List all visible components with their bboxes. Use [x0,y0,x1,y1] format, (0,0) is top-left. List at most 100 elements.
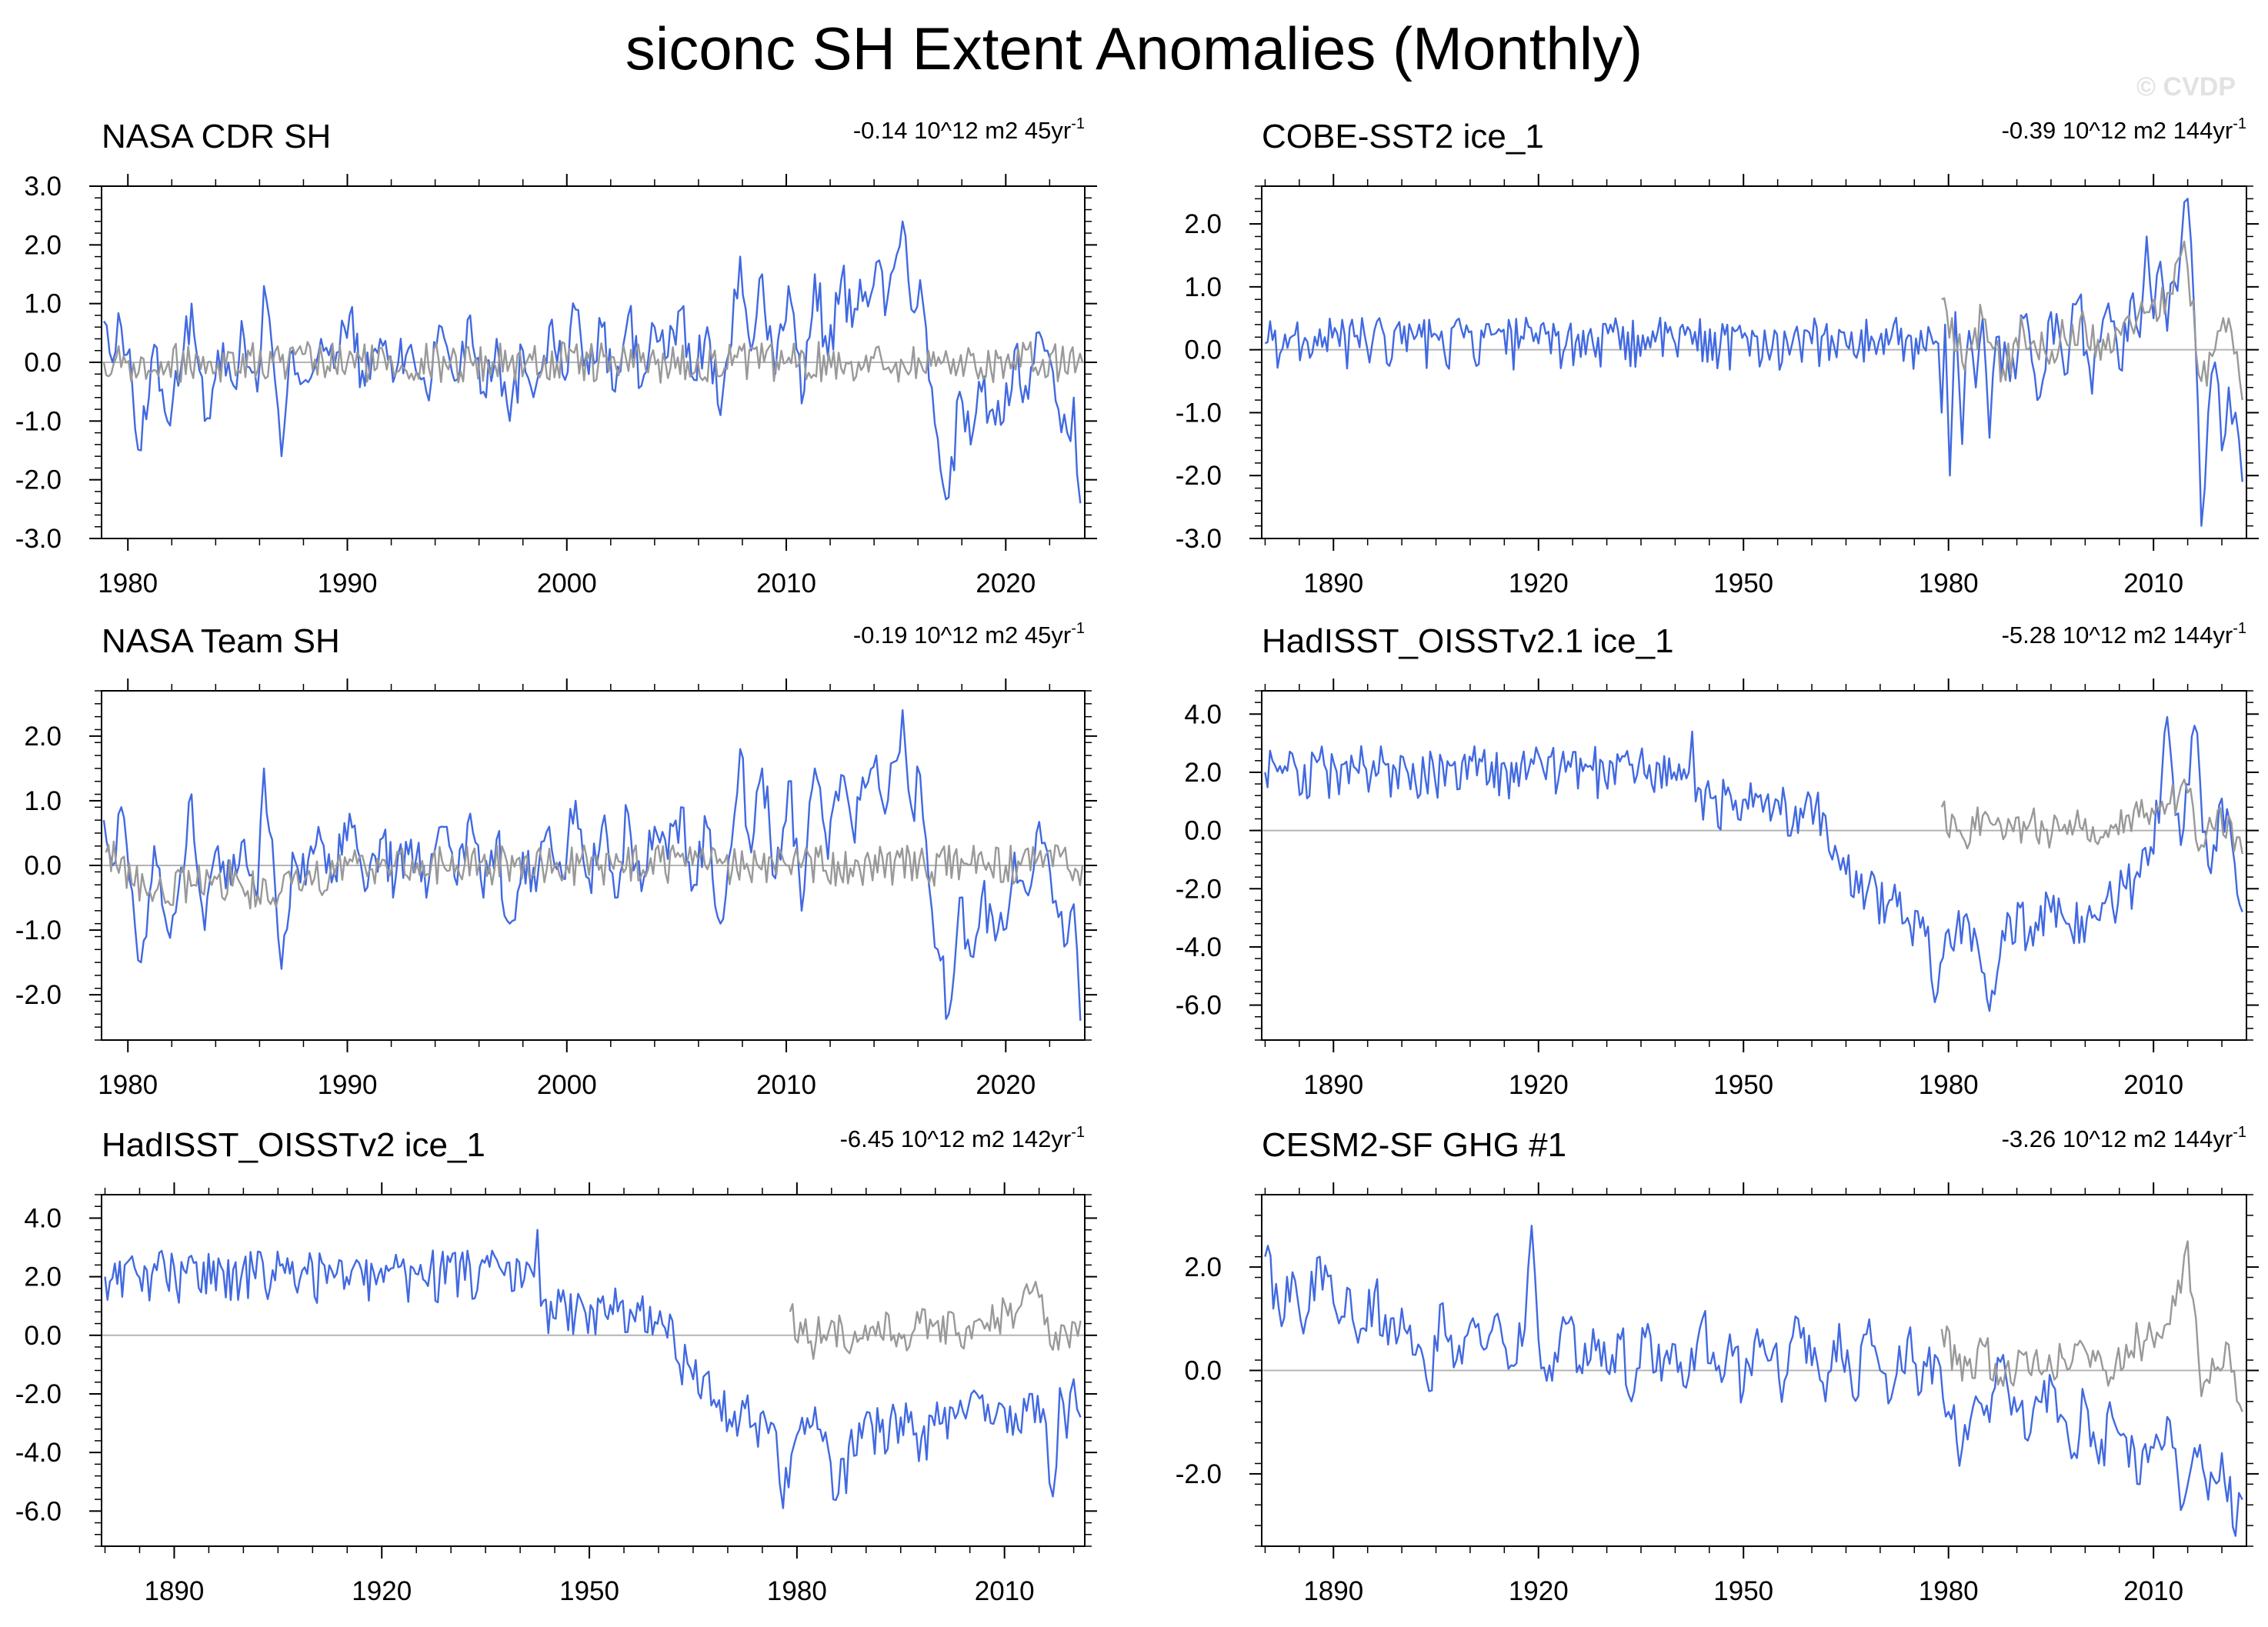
trend-value: -6.45 10^12 m2 142yr [840,1125,1072,1152]
model-series-line [104,1229,1082,1509]
obs-series-line [1940,778,2243,855]
y-tick-label: 3.0 [24,172,62,202]
figure-title: siconc SH Extent Anomalies (Monthly) [625,15,1643,82]
trend-annotation: -0.19 10^12 m2 45yr-1 [853,620,1085,648]
x-tick-label: 1950 [1713,1070,1773,1100]
trend-exponent: -1 [2233,1124,2246,1141]
x-tick-label: 1980 [767,1576,827,1606]
trend-annotation: -0.14 10^12 m2 45yr-1 [853,115,1085,144]
y-tick-label: 2.0 [1184,1252,1222,1282]
obs-series-line [105,840,1084,910]
panel-frame [1261,690,2247,1041]
x-tick-label: 2010 [756,1070,816,1100]
x-tick-label: 2020 [976,568,1036,598]
series-group [1264,198,2243,527]
y-tick-label: 0.0 [1184,816,1222,846]
y-tick-label: -6.0 [1176,991,1222,1021]
y-tick-label: -1.0 [1176,398,1222,428]
model-series-line [102,220,1082,504]
x-tick-label: 1980 [1919,1576,1979,1606]
series-group [102,220,1084,504]
trend-annotation: -0.39 10^12 m2 144yr-1 [2002,115,2246,144]
panel-title: CESM2-SF GHG #1 [1262,1126,1566,1164]
trend-value: -5.28 10^12 m2 144yr [2002,622,2233,648]
panel-title: HadISST_OISSTv2.1 ice_1 [1262,622,1674,660]
model-series-line [102,709,1082,1021]
y-tick-label: -3.0 [1176,524,1222,554]
y-tick-label: 2.0 [24,1262,62,1292]
y-tick-label: -2.0 [1176,1459,1222,1489]
x-tick-label: 2010 [2123,1070,2183,1100]
panel-title: COBE-SST2 ice_1 [1262,118,1544,155]
x-tick-label: 1920 [352,1576,412,1606]
x-tick-label: 1920 [1509,1576,1569,1606]
y-tick-label: 1.0 [24,786,62,816]
x-tick-label: 2010 [756,568,816,598]
x-tick-label: 1950 [1713,1576,1773,1606]
model-series-line [1264,198,2243,527]
y-tick-label: 4.0 [1184,699,1222,729]
x-tick-label: 1950 [1713,568,1773,598]
trend-annotation: -3.26 10^12 m2 144yr-1 [2002,1124,2246,1152]
panel-3: 2.0 1.0 0.0 -1.0 -2.0 1980 1990 2000 2010 2020 NAS… [15,620,1097,1100]
y-tick-label: 0.0 [24,851,62,881]
series-group [104,1229,1082,1509]
trend-exponent: -1 [1071,620,1085,637]
y-tick-label: 1.0 [24,289,62,319]
y-tick-label: 1.0 [1184,272,1222,302]
trend-exponent: -1 [2233,620,2246,637]
x-tick-label: 1920 [1509,1070,1569,1100]
panel-title: NASA CDR SH [102,118,331,155]
x-tick-label: 1980 [1919,568,1979,598]
trend-value: -0.19 10^12 m2 45yr [853,622,1071,648]
panel-4: 4.0 2.0 0.0 -2.0 -4.0 -6.0 1890 1920 1950 1980 201… [1176,620,2259,1100]
x-tick-label: 2010 [975,1576,1035,1606]
y-tick-label: -3.0 [15,524,62,554]
trend-value: -0.14 10^12 m2 45yr [853,117,1071,144]
y-tick-label: -2.0 [1176,874,1222,904]
x-tick-label: 1980 [98,1070,158,1100]
x-tick-label: 1890 [1303,1070,1363,1100]
x-tick-label: 2000 [537,1070,597,1100]
x-tick-label: 1950 [559,1576,619,1606]
model-series-line [1264,1225,2243,1537]
y-tick-label: 0.0 [24,348,62,378]
cvdp-watermark: © CVDP [2136,72,2236,102]
y-tick-label: 2.0 [24,230,62,260]
trend-exponent: -1 [1071,115,1085,132]
x-tick-label: 1990 [318,1070,378,1100]
y-tick-label: -2.0 [15,1379,62,1409]
y-tick-label: -2.0 [1176,461,1222,491]
y-tick-label: -1.0 [15,915,62,945]
trend-annotation: -6.45 10^12 m2 142yr-1 [840,1124,1085,1152]
x-tick-label: 1990 [318,568,378,598]
x-tick-label: 1920 [1509,568,1569,598]
y-tick-label: 0.0 [24,1321,62,1351]
series-group [1264,1225,2243,1537]
obs-series-line [1941,240,2243,401]
series-group [1264,715,2243,1012]
panel-5: 4.0 2.0 0.0 -2.0 -4.0 -6.0 1890 1920 1950 1980 201… [15,1124,1097,1606]
panel-1: 3.0 2.0 1.0 0.0 -1.0 -2.0 -3.0 1980 1990 2000 2010… [15,115,1097,598]
panel-frame [1261,185,2247,539]
trend-exponent: -1 [2233,115,2246,132]
obs-series-line [1940,1240,2243,1412]
x-tick-label: 2000 [537,568,597,598]
model-series-line [1264,715,2243,1012]
x-tick-label: 1890 [1303,1576,1363,1606]
y-tick-label: -1.0 [15,406,62,436]
x-tick-label: 1890 [1303,568,1363,598]
panel-2: 2.0 1.0 0.0 -1.0 -2.0 -3.0 1890 1920 1950 1980 201… [1176,115,2259,598]
x-tick-label: 2010 [2123,1576,2183,1606]
x-tick-label: 2010 [2123,568,2183,598]
y-tick-label: -6.0 [15,1496,62,1526]
x-tick-label: 1980 [1919,1070,1979,1100]
y-tick-label: 2.0 [1184,758,1222,788]
y-tick-label: 4.0 [24,1203,62,1233]
x-tick-label: 1890 [144,1576,204,1606]
series-group [102,709,1084,1021]
trend-exponent: -1 [1071,1124,1085,1141]
trend-value: -3.26 10^12 m2 144yr [2002,1125,2233,1152]
panel-title: NASA Team SH [102,622,340,660]
